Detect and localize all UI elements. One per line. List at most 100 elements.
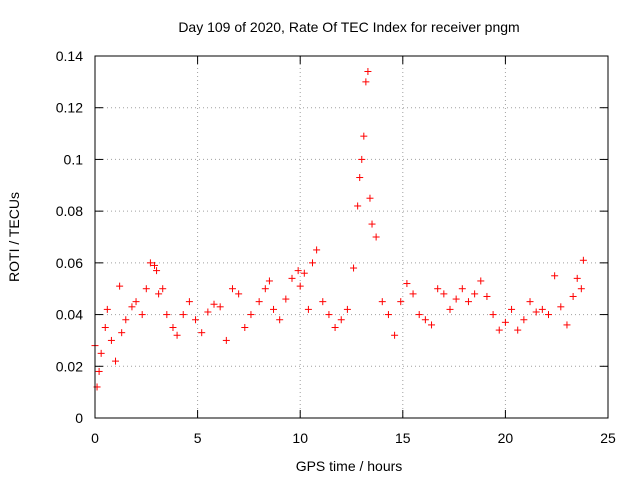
data-point: [350, 264, 358, 272]
data-point: [368, 220, 376, 228]
data-point: [300, 269, 308, 277]
x-tick-label: 25: [600, 430, 616, 446]
data-point: [477, 277, 485, 285]
data-point: [446, 305, 454, 313]
data-point: [356, 174, 364, 182]
data-point: [319, 298, 327, 306]
data-point: [185, 298, 193, 306]
data-point: [563, 321, 571, 329]
data-point: [122, 316, 130, 324]
data-point: [331, 324, 339, 331]
data-point: [325, 311, 333, 319]
data-point: [520, 316, 528, 324]
data-point: [101, 324, 109, 331]
y-axis-label: ROTI / TECUs: [6, 192, 22, 282]
data-point: [538, 305, 546, 313]
data-point: [354, 202, 362, 210]
data-point: [532, 308, 540, 316]
data-point: [112, 357, 120, 365]
data-point: [434, 285, 442, 293]
data-point: [116, 282, 124, 290]
data-point: [198, 329, 206, 337]
data-point: [495, 326, 503, 334]
data-point: [358, 155, 366, 163]
data-point: [514, 326, 522, 334]
data-point: [142, 285, 150, 293]
data-point: [159, 285, 167, 293]
data-point: [360, 132, 368, 140]
data-point: [222, 336, 230, 344]
data-point: [138, 311, 146, 319]
data-point: [235, 290, 243, 298]
data-point: [261, 285, 269, 293]
y-tick-label: 0.04: [56, 307, 83, 323]
data-points: [91, 68, 587, 391]
data-point: [270, 305, 278, 313]
data-point: [282, 295, 290, 303]
data-point: [366, 194, 374, 202]
data-point: [458, 285, 466, 293]
data-point: [551, 272, 559, 280]
data-point: [146, 259, 154, 267]
data-point: [169, 324, 177, 331]
data-point: [415, 311, 423, 319]
data-point: [391, 331, 399, 339]
data-point: [378, 298, 386, 306]
y-tick-label: 0: [75, 410, 83, 426]
y-tick-label: 0.02: [56, 358, 83, 374]
data-point: [294, 267, 302, 275]
data-point: [343, 305, 351, 313]
data-point: [309, 259, 317, 267]
axis-ticks: 0 0.02 0.04 0.06 0.08 0.1 0.12 0.14 0 5 10 15 20 25: [56, 48, 616, 446]
data-point: [526, 298, 534, 306]
data-point: [128, 303, 136, 311]
data-point: [384, 311, 392, 319]
data-point: [557, 303, 565, 311]
data-point: [132, 298, 140, 306]
x-tick-label: 0: [91, 430, 99, 446]
x-tick-label: 15: [395, 430, 411, 446]
data-point: [372, 233, 380, 241]
data-point: [216, 303, 224, 311]
data-point: [247, 311, 255, 319]
data-point: [151, 261, 159, 269]
data-point: [362, 78, 370, 86]
data-point: [288, 274, 296, 282]
data-point: [95, 367, 103, 375]
data-point: [153, 267, 161, 275]
y-tick-label: 0.14: [56, 48, 83, 64]
chart-title: Day 109 of 2020, Rate Of TEC Index for r…: [178, 19, 519, 35]
data-point: [501, 318, 509, 326]
data-point: [103, 305, 111, 313]
data-point: [409, 290, 417, 298]
data-point: [403, 280, 411, 288]
data-point: [204, 308, 212, 316]
data-point: [421, 316, 429, 324]
data-point: [255, 298, 263, 306]
data-point: [118, 329, 126, 337]
data-point: [228, 285, 236, 293]
data-point: [440, 290, 448, 298]
data-point: [464, 298, 472, 306]
data-point: [192, 316, 200, 324]
data-point: [97, 349, 105, 357]
data-point: [428, 321, 436, 329]
data-point: [508, 305, 516, 313]
data-point: [489, 311, 497, 319]
data-point: [179, 311, 187, 319]
data-point: [579, 256, 587, 264]
data-point: [304, 305, 312, 313]
data-point: [155, 290, 163, 298]
y-tick-label: 0.12: [56, 100, 83, 116]
data-point: [210, 300, 218, 308]
y-tick-label: 0.06: [56, 255, 83, 271]
data-point: [241, 324, 249, 331]
data-point: [397, 298, 405, 306]
data-point: [313, 246, 321, 254]
x-tick-label: 10: [292, 430, 308, 446]
data-point: [276, 316, 284, 324]
y-tick-label: 0.1: [64, 151, 84, 167]
data-point: [577, 285, 585, 293]
data-point: [337, 316, 345, 324]
